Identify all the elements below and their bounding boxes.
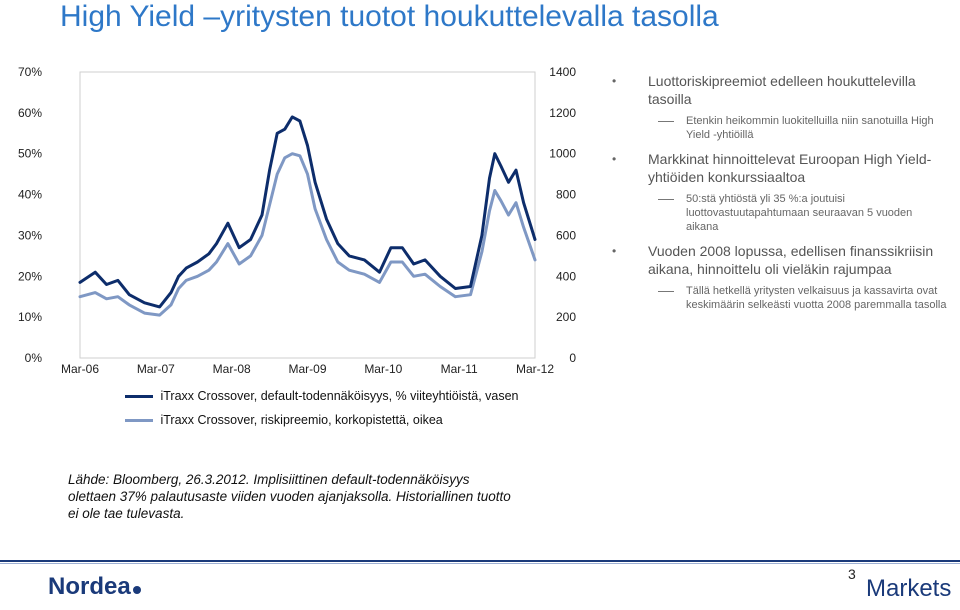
y-right-tick-label: 1000 [549, 147, 576, 161]
plot-area [79, 71, 536, 359]
y-left-tick-label: 40% [18, 188, 42, 202]
y-right-tick-label: 0 [569, 351, 576, 365]
x-tick-label: Mar-11 [441, 362, 478, 376]
x-tick-label: Mar-06 [61, 362, 99, 376]
bullet-3: Vuoden 2008 lopussa, edellisen finanssik… [612, 242, 947, 278]
footer-divider-thin [0, 563, 960, 564]
x-tick-label: Mar-08 [213, 362, 251, 376]
bullet-2: Markkinat hinnoittelevat Euroopan High Y… [612, 150, 947, 186]
x-tick-label: Mar-09 [288, 362, 326, 376]
bullet-1: Luottoriskipreemiot edelleen houkuttelev… [612, 72, 947, 108]
legend-label: iTraxx Crossover, riskipreemio, korkopis… [160, 413, 443, 427]
line-chart: 0% 10% 20% 30% 40% 50% 60% 70% 0 200 400 600 800 1000… [18, 65, 576, 376]
page-title: High Yield –yritysten tuotot houkuttelev… [60, 0, 719, 33]
y-left-tick-label: 0% [25, 351, 43, 365]
y-right-tick-label: 1400 [549, 65, 576, 79]
y-right-tick-label: 200 [556, 310, 576, 324]
y-right-tick-label: 1200 [549, 106, 576, 120]
bullet-list: Luottoriskipreemiot edelleen houkuttelev… [612, 72, 947, 320]
legend-swatch-dark [125, 395, 153, 399]
legend-item-risk-premium: iTraxx Crossover, riskipreemio, korkopis… [125, 413, 443, 427]
y-left-tick-label: 30% [18, 228, 42, 242]
x-tick-label: Mar-10 [364, 362, 402, 376]
x-tick-label: Mar-12 [516, 362, 554, 376]
page-number: 3 [848, 566, 856, 582]
y-left-tick-label: 50% [18, 147, 42, 161]
x-tick-label: Mar-07 [137, 362, 175, 376]
y-right-tick-label: 400 [556, 269, 576, 283]
markets-brand: Markets [866, 575, 952, 602]
y-right-tick-label: 800 [556, 188, 576, 202]
legend-item-default-probability: iTraxx Crossover, default-todennäköisyys… [125, 389, 519, 403]
series-line-default-probability [78, 115, 537, 309]
logo-dot-icon [132, 586, 141, 594]
y-left-tick-label: 20% [18, 269, 42, 283]
legend-label: iTraxx Crossover, default-todennäköisyys… [160, 389, 519, 403]
y-left-tick-label: 10% [18, 310, 42, 324]
y-right-tick-label: 600 [556, 228, 576, 242]
footer-divider [0, 560, 960, 562]
legend-swatch-light [125, 419, 153, 423]
sub-bullet-2: 50:stä yhtiöstä yli 35 %:a joutuisi luot… [612, 192, 947, 234]
source-note: Lähde: Bloomberg, 26.3.2012. Implisiitti… [68, 472, 511, 521]
nordea-logo: Nordea [48, 573, 141, 601]
sub-bullet-1: Etenkin heikommin luokitelluilla niin sa… [612, 114, 947, 142]
y-left-tick-label: 70% [18, 65, 42, 79]
sub-bullet-3: Tällä hetkellä yritysten velkaisuus ja k… [612, 284, 947, 312]
y-left-tick-label: 60% [18, 106, 42, 120]
series-line-risk-premium [78, 152, 537, 317]
